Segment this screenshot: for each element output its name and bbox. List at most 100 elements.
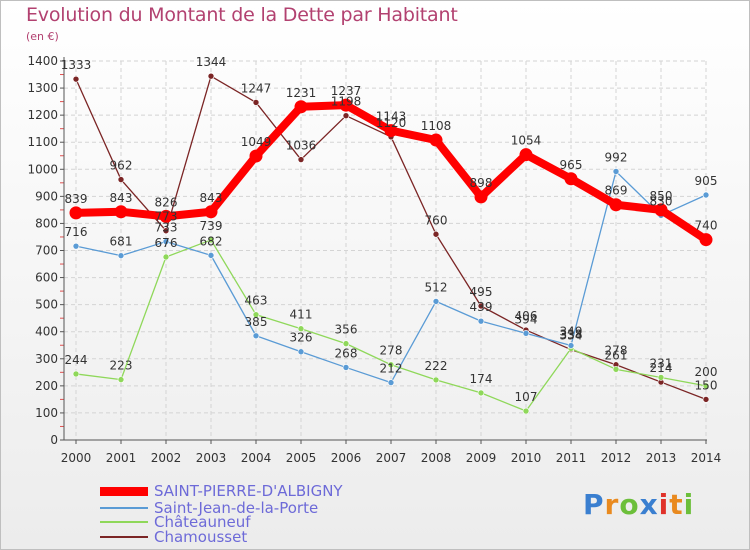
- data-point-2-13: [657, 374, 665, 381]
- data-point-0-14: [699, 233, 713, 247]
- data-point-2-8: [432, 376, 440, 384]
- data-point-1-10: [522, 330, 530, 337]
- data-label-0-6: 1237: [331, 84, 362, 98]
- legend-item-chamousset: Chamousset: [100, 528, 400, 546]
- data-point-0-12: [609, 198, 623, 212]
- ytick-label-7: 700: [35, 244, 58, 258]
- legend-item-chateauneuf: Châteauneuf: [100, 513, 400, 531]
- legend-label-chamousset: Chamousset: [154, 528, 248, 546]
- data-label-2-7: 278: [380, 344, 403, 358]
- xtick-label-5: 2005: [286, 451, 317, 465]
- data-label-0-14: 740: [695, 219, 718, 233]
- xtick-label-1: 2001: [106, 451, 137, 465]
- data-label-2-13: 231: [650, 356, 673, 370]
- data-label-2-1: 223: [110, 359, 133, 373]
- data-point-0-7: [384, 124, 398, 138]
- legend-swatch-chateauneuf: [100, 521, 148, 523]
- data-point-3-6: [342, 112, 350, 119]
- data-point-0-3: [204, 205, 218, 219]
- data-point-1-8: [432, 298, 440, 305]
- data-label-3-7: 1120: [376, 116, 407, 130]
- data-label-0-7: 1143: [376, 110, 407, 124]
- xtick-label-4: 2004: [241, 451, 272, 465]
- data-label-1-12: 992: [605, 150, 628, 164]
- data-label-0-8: 1108: [421, 119, 452, 133]
- data-label-2-10: 107: [515, 390, 538, 404]
- data-label-0-5: 1231: [286, 86, 317, 100]
- data-point-3-2: [162, 227, 170, 235]
- data-label-3-3: 1344: [196, 55, 227, 69]
- data-label-1-6: 268: [335, 346, 358, 360]
- data-label-2-4: 463: [245, 294, 268, 308]
- ytick-label-9: 900: [35, 189, 58, 203]
- data-point-2-10: [522, 407, 530, 415]
- ytick-label-5: 500: [35, 298, 58, 312]
- data-label-1-7: 212: [380, 362, 403, 376]
- data-point-3-4: [252, 99, 260, 106]
- data-point-2-1: [117, 376, 125, 383]
- data-point-0-10: [519, 148, 533, 162]
- data-point-2-7: [387, 361, 395, 369]
- ytick-label-0: 0: [50, 433, 58, 447]
- data-label-1-0: 716: [65, 225, 88, 239]
- legend-swatch-chamousset: [100, 536, 148, 538]
- data-point-2-3: [207, 236, 215, 244]
- data-point-2-14: [702, 382, 710, 390]
- data-label-0-11: 965: [560, 158, 583, 172]
- data-label-2-12: 261: [605, 348, 628, 362]
- xtick-label-0: 2000: [61, 451, 92, 465]
- data-label-0-0: 839: [65, 192, 88, 206]
- data-label-2-0: 244: [65, 353, 88, 367]
- data-point-0-11: [564, 172, 578, 186]
- proxiti-logo: Proxiti: [583, 488, 695, 521]
- data-point-0-5: [294, 100, 308, 114]
- data-label-2-3: 739: [200, 219, 223, 233]
- data-label-2-6: 356: [335, 323, 358, 337]
- data-label-2-14: 200: [695, 365, 718, 379]
- data-point-3-14: [702, 396, 710, 403]
- data-label-1-9: 439: [470, 300, 493, 314]
- data-label-1-1: 681: [110, 235, 133, 249]
- chart-subtitle: (en €): [26, 30, 59, 43]
- data-point-1-5: [297, 348, 305, 356]
- data-point-2-4: [252, 311, 260, 318]
- data-point-0-9: [474, 190, 488, 204]
- data-point-3-1: [117, 176, 125, 183]
- data-point-1-12: [612, 168, 620, 175]
- data-label-0-4: 1049: [241, 135, 272, 149]
- data-point-1-14: [702, 191, 710, 199]
- data-label-3-10: 406: [515, 309, 538, 323]
- data-point-1-9: [477, 317, 485, 325]
- data-point-0-4: [249, 149, 263, 163]
- ytick-label-14: 1400: [27, 54, 58, 68]
- xtick-label-3: 2003: [196, 451, 227, 465]
- data-label-1-3: 682: [200, 234, 223, 248]
- data-point-3-9: [477, 302, 485, 310]
- data-label-1-2: 733: [155, 221, 178, 235]
- xtick-label-11: 2011: [556, 451, 587, 465]
- ytick-label-1: 100: [35, 406, 58, 420]
- xtick-label-6: 2006: [331, 451, 362, 465]
- chart-title: Evolution du Montant de la Dette par Hab…: [26, 4, 458, 26]
- ytick-label-13: 1300: [27, 81, 58, 95]
- data-label-3-8: 760: [425, 213, 448, 227]
- data-point-2-6: [342, 340, 350, 347]
- data-point-1-2: [162, 238, 170, 245]
- legend-label-chateauneuf: Châteauneuf: [154, 513, 251, 531]
- data-point-3-0: [72, 75, 80, 83]
- data-point-2-0: [72, 370, 80, 378]
- data-point-1-7: [387, 379, 395, 386]
- data-point-0-6: [339, 98, 353, 112]
- data-point-3-8: [432, 230, 440, 238]
- data-label-0-13: 850: [650, 189, 673, 203]
- data-point-2-2: [162, 253, 170, 261]
- data-point-3-3: [207, 72, 215, 80]
- data-point-0-8: [429, 133, 443, 147]
- data-label-3-0: 1333: [61, 58, 92, 72]
- data-label-0-3: 843: [200, 191, 223, 205]
- xtick-label-9: 2009: [466, 451, 497, 465]
- data-point-3-5: [297, 156, 305, 163]
- data-label-1-11: 349: [560, 325, 583, 339]
- data-point-2-5: [297, 325, 305, 333]
